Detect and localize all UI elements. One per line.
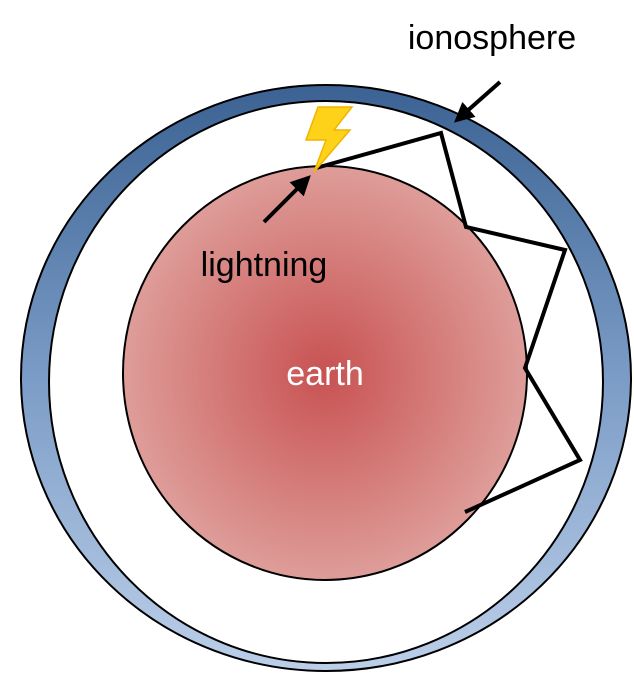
ionosphere-arrow [454,80,502,123]
lightning-arrow [262,175,311,224]
lightning-label: lightning [201,246,328,284]
wave-path [315,130,583,514]
ionosphere-label: ionosphere [408,19,576,57]
lightning-bolt [304,106,354,173]
earth-label: earth [286,355,364,393]
